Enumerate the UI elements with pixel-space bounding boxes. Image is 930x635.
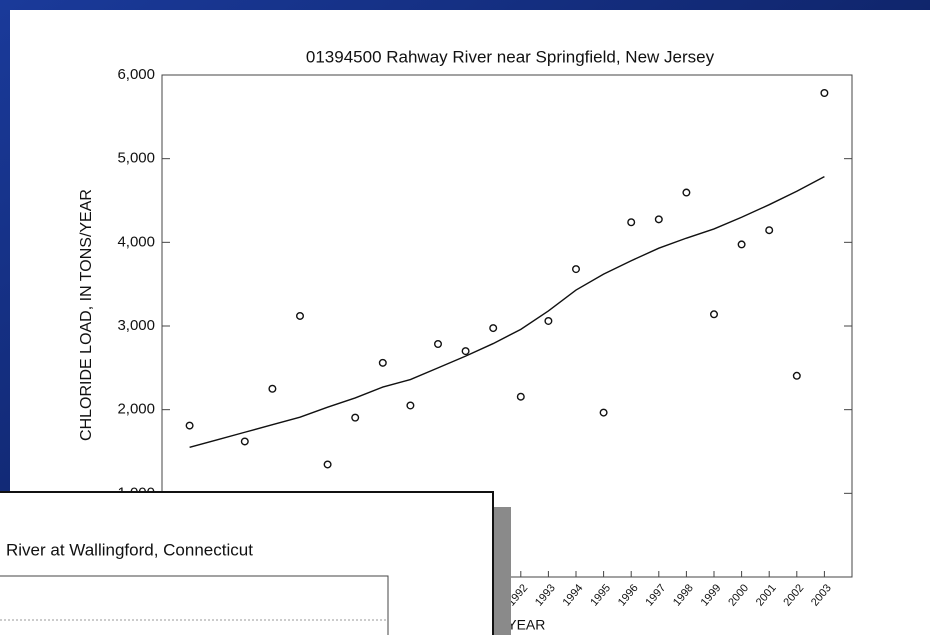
data-point [296,311,305,320]
data-point [710,310,719,319]
data-point [323,460,332,469]
overlay-plot-frame [0,575,389,635]
data-point [654,215,663,224]
data-point [516,392,525,401]
overlay-shadow [493,507,511,635]
y-tick-label: 2,000 [117,401,155,418]
data-point [240,437,249,446]
data-point [572,265,581,274]
overlay-title: River at Wallingford, Connecticut [6,540,253,559]
y-tick-label: 4,000 [117,233,155,250]
data-point [185,421,194,430]
data-point [461,347,470,356]
trend-line [189,176,825,448]
data-point [682,188,691,197]
y-tick-label: 5,000 [117,150,155,167]
chart-title: 01394500 Rahway River near Springfield, … [306,47,715,66]
data-point [378,358,387,367]
data-point [765,226,774,235]
overlay-chart: River at Wallingford, Connecticut [0,491,511,635]
data-point [627,218,636,227]
data-point [489,324,498,333]
data-point [737,240,746,249]
y-tick-label: 3,000 [117,317,155,334]
data-point [268,384,277,393]
data-point [351,413,360,422]
data-point [792,371,801,380]
data-point [406,401,415,410]
data-point [434,339,443,348]
data-point [544,316,553,325]
y-axis-label: CHLORIDE LOAD, IN TONS/YEAR [78,189,95,441]
y-tick-label: 6,000 [117,66,155,83]
data-point [599,408,608,417]
data-point [820,88,829,97]
overlay-panel [0,491,494,635]
